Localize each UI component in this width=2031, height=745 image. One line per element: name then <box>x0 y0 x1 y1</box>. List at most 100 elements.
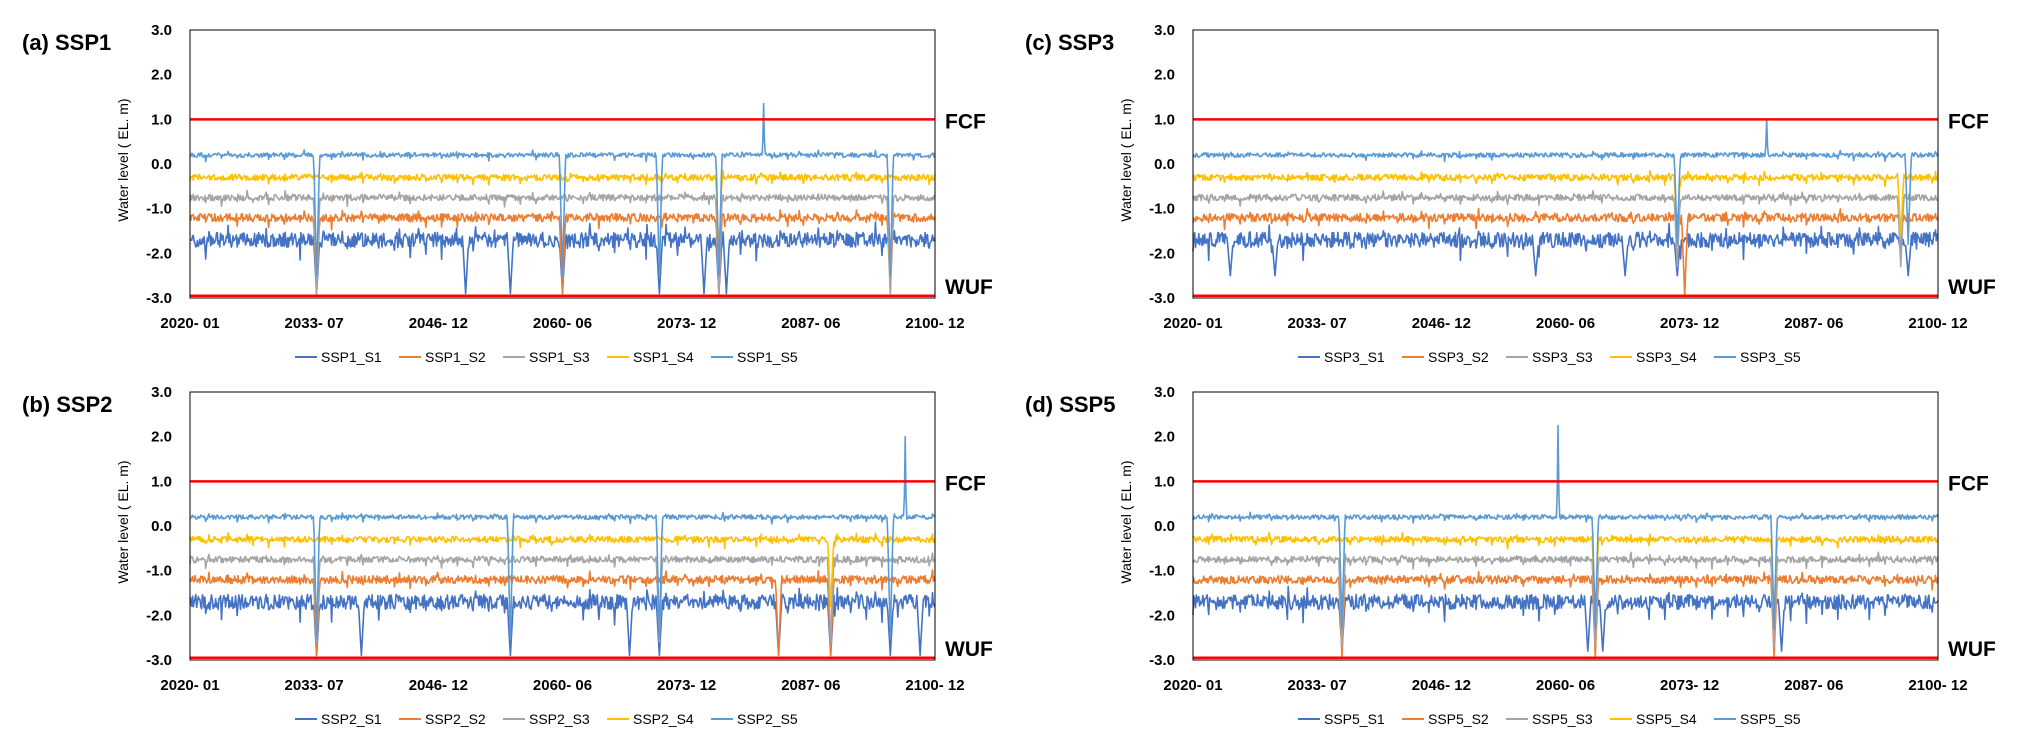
legend-label: SSP1_S4 <box>633 349 694 365</box>
legend-item-s2: SSP3_S2 <box>1402 349 1489 365</box>
plot-frame <box>189 391 936 661</box>
x-tick-label: 2033- 07 <box>285 315 344 332</box>
legend-item-s3: SSP3_S3 <box>1506 349 1593 365</box>
reference-labels: FCF WUF <box>945 110 993 298</box>
y-tick-label: -2.0 <box>146 245 172 262</box>
reference-lines <box>190 118 935 298</box>
x-tick-label: 2073- 12 <box>1660 315 1719 332</box>
plot-frame <box>189 29 936 299</box>
x-tick-label: 2073- 12 <box>657 677 716 694</box>
y-tick-label: 1.0 <box>151 111 172 128</box>
legend: SSP2_S1 SSP2_S2 SSP2_S3 SSP2_S4 SSP2_S5 <box>295 711 798 727</box>
y-tick-labels: 3.0 2.0 1.0 0.0 -1.0 -2.0 -3.0 <box>1149 22 1175 307</box>
y-tick-label: 1.0 <box>1154 473 1175 490</box>
legend-item-s5: SSP1_S5 <box>711 349 798 365</box>
series-layer <box>1192 118 1939 297</box>
y-tick-label: -1.0 <box>146 563 172 580</box>
panel-title: (c) SSP3 <box>1025 30 1114 55</box>
y-tick-label: -2.0 <box>1149 607 1175 624</box>
legend-item-s2: SSP1_S2 <box>399 349 486 365</box>
series-line-ssp5-s3 <box>1192 551 1939 648</box>
legend-item-s5: SSP3_S5 <box>1714 349 1801 365</box>
x-tick-label: 2033- 07 <box>1288 677 1347 694</box>
x-tick-labels: 2020- 01 2033- 07 2046- 12 2060- 06 2073… <box>1163 315 1967 332</box>
series-line-ssp3-s4 <box>1192 170 1939 237</box>
reference-labels: FCF WUF <box>1948 110 1996 298</box>
legend-label: SSP2_S1 <box>321 711 382 727</box>
legend-label: SSP1_S3 <box>529 349 590 365</box>
series-line-ssp3-s3 <box>1192 190 1939 268</box>
y-tick-label: 3.0 <box>151 384 172 401</box>
x-tick-label: 2087- 06 <box>781 677 840 694</box>
legend-item-s3: SSP1_S3 <box>503 349 590 365</box>
y-tick-labels: 3.0 2.0 1.0 0.0 -1.0 -2.0 -3.0 <box>146 384 172 669</box>
x-tick-label: 2020- 01 <box>1163 315 1222 332</box>
series-line-ssp3-s2 <box>1192 207 1939 297</box>
y-axis-label: Water level ( EL. m) <box>115 460 131 583</box>
fcf-label: FCF <box>1948 110 1989 133</box>
legend-label: SSP1_S2 <box>425 349 486 365</box>
x-tick-labels: 2020- 01 2033- 07 2046- 12 2060- 06 2073… <box>160 677 964 694</box>
x-tick-labels: 2020- 01 2033- 07 2046- 12 2060- 06 2073… <box>160 315 964 332</box>
fcf-label: FCF <box>1948 472 1989 495</box>
legend-item-s2: SSP2_S2 <box>399 711 486 727</box>
series-line-ssp1-s3 <box>189 189 936 295</box>
x-tick-label: 2060- 06 <box>1536 315 1595 332</box>
y-tick-label: -3.0 <box>146 290 172 307</box>
panel-title: (b) SSP2 <box>22 392 112 417</box>
legend-label: SSP5_S4 <box>1636 711 1697 727</box>
x-tick-label: 2060- 06 <box>1536 677 1595 694</box>
y-tick-label: 2.0 <box>151 429 172 446</box>
series-line-ssp2-s5 <box>189 435 936 639</box>
legend-label: SSP2_S2 <box>425 711 486 727</box>
legend-item-s2: SSP5_S2 <box>1402 711 1489 727</box>
wuf-label: WUF <box>945 276 993 299</box>
panel-ssp5: (d) SSP5 Water level ( EL. m) 3.0 2.0 1.… <box>1025 384 1996 727</box>
legend-item-s5: SSP5_S5 <box>1714 711 1801 727</box>
plot-frame <box>1192 391 1939 661</box>
legend-label: SSP2_S5 <box>737 711 798 727</box>
legend: SSP3_S1 SSP3_S2 SSP3_S3 SSP3_S4 SSP3_S5 <box>1298 349 1801 365</box>
series-line-ssp2-s3 <box>189 552 936 643</box>
x-tick-label: 2046- 12 <box>409 677 468 694</box>
y-tick-label: -1.0 <box>1149 563 1175 580</box>
series-line-ssp5-s2 <box>1192 570 1939 659</box>
y-tick-label: 1.0 <box>151 473 172 490</box>
legend-item-s3: SSP5_S3 <box>1506 711 1593 727</box>
y-tick-label: 2.0 <box>1154 67 1175 84</box>
wuf-label: WUF <box>1948 276 1996 299</box>
legend-label: SSP5_S5 <box>1740 711 1801 727</box>
x-tick-label: 2060- 06 <box>533 677 592 694</box>
y-tick-label: 3.0 <box>1154 22 1175 39</box>
legend-item-s4: SSP1_S4 <box>607 349 694 365</box>
wuf-label: WUF <box>945 638 993 661</box>
legend-item-s4: SSP5_S4 <box>1610 711 1697 727</box>
series-layer <box>1192 424 1939 659</box>
panel-title: (a) SSP1 <box>22 30 111 55</box>
y-tick-label: -3.0 <box>1149 290 1175 307</box>
legend-label: SSP2_S3 <box>529 711 590 727</box>
legend-label: SSP2_S4 <box>633 711 694 727</box>
legend-label: SSP3_S1 <box>1324 349 1385 365</box>
y-tick-label: -1.0 <box>146 201 172 218</box>
x-tick-label: 2046- 12 <box>409 315 468 332</box>
x-tick-label: 2100- 12 <box>1908 315 1967 332</box>
legend-item-s3: SSP2_S3 <box>503 711 590 727</box>
legend-item-s1: SSP3_S1 <box>1298 349 1385 365</box>
x-tick-label: 2100- 12 <box>905 677 964 694</box>
x-tick-label: 2033- 07 <box>285 677 344 694</box>
x-tick-label: 2033- 07 <box>1288 315 1347 332</box>
legend-label: SSP5_S2 <box>1428 711 1489 727</box>
x-tick-label: 2100- 12 <box>905 315 964 332</box>
y-tick-labels: 3.0 2.0 1.0 0.0 -1.0 -2.0 -3.0 <box>1149 384 1175 669</box>
reference-labels: FCF WUF <box>1948 472 1996 660</box>
y-tick-label: 0.0 <box>151 156 172 173</box>
fcf-label: FCF <box>945 110 986 133</box>
fcf-label: FCF <box>945 472 986 495</box>
y-tick-label: -3.0 <box>146 652 172 669</box>
y-tick-label: -3.0 <box>1149 652 1175 669</box>
wuf-label: WUF <box>1948 638 1996 661</box>
legend-item-s1: SSP1_S1 <box>295 349 382 365</box>
x-tick-label: 2087- 06 <box>1784 315 1843 332</box>
